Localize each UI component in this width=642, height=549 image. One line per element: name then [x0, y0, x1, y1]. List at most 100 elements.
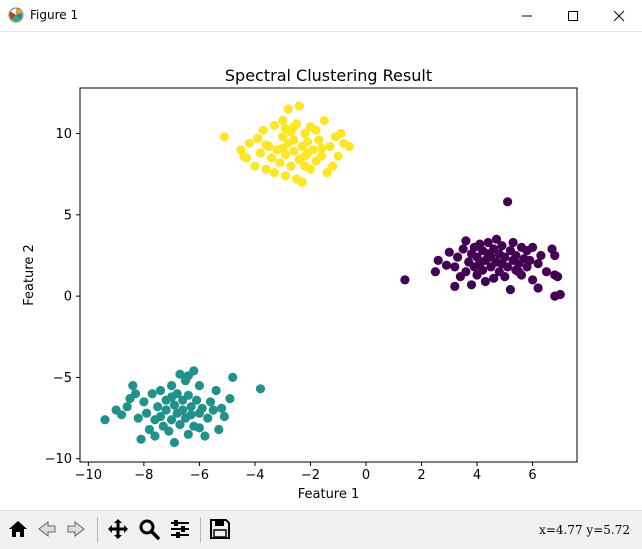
data-point: [258, 125, 268, 135]
minimize-button[interactable]: [504, 0, 550, 31]
save-button[interactable]: [206, 515, 234, 543]
x-tick-label: −4: [245, 468, 264, 483]
data-point: [528, 275, 538, 285]
data-point: [297, 177, 307, 187]
pan-icon: [108, 519, 128, 539]
data-point: [322, 168, 332, 178]
data-point: [400, 275, 410, 285]
data-point: [533, 259, 543, 269]
configure-subplots-button[interactable]: [166, 515, 194, 543]
data-point: [153, 402, 163, 412]
cursor-coordinates: x=4.77 y=5.72: [539, 523, 630, 537]
data-point: [300, 128, 310, 139]
data-point: [511, 250, 521, 261]
pan-button[interactable]: [104, 515, 132, 543]
data-point: [528, 242, 538, 252]
data-point: [167, 392, 177, 402]
data-point: [450, 281, 460, 291]
data-point: [239, 151, 249, 161]
data-point: [308, 145, 318, 155]
data-point: [317, 143, 327, 153]
data-point: [219, 132, 229, 142]
data-point: [483, 237, 493, 248]
zoom-icon: [139, 519, 160, 540]
y-tick-label: −10: [45, 452, 72, 467]
scatter-chart[interactable]: −10 −8 −6 −4 −2 0 2 4 6 −10 −5 0 5 10 Spectral Cluster…: [0, 32, 642, 510]
data-point: [125, 394, 135, 404]
x-tick-label: −2: [301, 468, 320, 483]
data-point: [186, 402, 196, 412]
plot-frame: [79, 87, 578, 463]
x-axis-label: Feature 1: [298, 487, 360, 502]
data-point: [200, 431, 210, 441]
data-point: [289, 146, 299, 156]
home-button[interactable]: [4, 515, 32, 543]
data-point: [533, 283, 543, 293]
window-title: Figure 1: [30, 8, 79, 22]
data-point: [197, 403, 207, 413]
data-point: [453, 252, 463, 262]
data-point: [150, 431, 160, 441]
back-button[interactable]: [33, 515, 61, 543]
data-point: [219, 411, 229, 422]
close-button[interactable]: [596, 0, 642, 31]
data-point: [225, 394, 235, 404]
data-point: [461, 267, 471, 277]
data-point: [269, 168, 279, 178]
data-point: [336, 128, 346, 139]
data-point: [144, 424, 154, 435]
data-point: [500, 272, 510, 282]
data-point: [128, 381, 138, 391]
data-point: [208, 405, 218, 415]
data-point: [541, 267, 552, 277]
zoom-button[interactable]: [135, 515, 163, 543]
data-point: [280, 124, 291, 134]
data-point: [480, 276, 490, 287]
data-point: [155, 385, 166, 396]
data-point: [244, 138, 254, 148]
data-point: [497, 241, 507, 251]
data-point: [283, 104, 293, 114]
data-point: [117, 410, 127, 420]
data-point: [269, 120, 279, 130]
forward-button[interactable]: [62, 515, 90, 543]
data-point: [314, 135, 324, 145]
chart-title: Spectral Clustering Result: [225, 66, 432, 85]
data-point: [430, 267, 440, 277]
data-point: [175, 420, 185, 430]
x-tick-label: −6: [190, 468, 209, 483]
home-icon: [9, 521, 27, 537]
data-point: [458, 244, 468, 254]
data-point: [514, 267, 524, 277]
data-point: [450, 262, 460, 272]
data-point: [444, 247, 454, 257]
data-point: [286, 161, 296, 171]
data-point: [325, 141, 335, 152]
data-point: [508, 237, 518, 248]
data-point: [478, 265, 488, 275]
figure-canvas: −10 −8 −6 −4 −2 0 2 4 6 −10 −5 0 5 10 Spectral Cluster…: [0, 32, 642, 510]
maximize-icon: [568, 10, 578, 21]
data-point: [311, 125, 321, 135]
y-tick-label: 0: [64, 290, 72, 305]
maximize-button[interactable]: [550, 0, 596, 31]
data-point: [294, 101, 304, 111]
navigation-toolbar: x=4.77 y=5.72: [0, 510, 642, 549]
data-point: [255, 384, 266, 394]
data-point: [433, 255, 443, 265]
data-point: [228, 372, 238, 382]
data-point: [164, 426, 174, 436]
data-point: [122, 402, 132, 412]
data-point: [169, 400, 179, 410]
data-point: [147, 389, 157, 399]
data-point: [280, 171, 291, 181]
data-point: [319, 115, 329, 126]
configure-subplots-icon: [171, 520, 189, 538]
x-tick-label: 4: [473, 468, 481, 483]
y-tick-label: 5: [64, 208, 72, 223]
data-point: [553, 272, 563, 282]
data-point: [194, 423, 204, 433]
data-point: [100, 415, 110, 425]
data-point: [555, 289, 565, 300]
data-point: [278, 143, 288, 153]
